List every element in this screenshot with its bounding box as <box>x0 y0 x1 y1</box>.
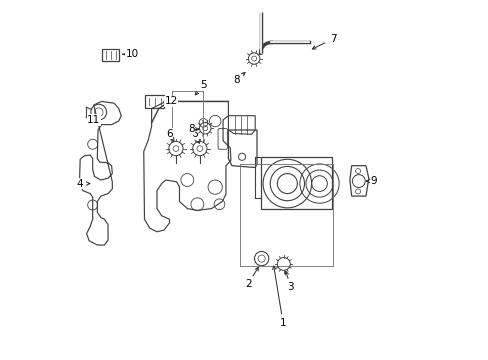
Text: 11: 11 <box>87 115 100 125</box>
Text: 9: 9 <box>370 176 376 186</box>
Text: 8: 8 <box>232 75 239 85</box>
Text: 10: 10 <box>125 49 138 59</box>
Text: 1: 1 <box>279 318 286 328</box>
Text: 7: 7 <box>329 34 336 44</box>
Text: 6: 6 <box>191 129 198 139</box>
Text: 3: 3 <box>287 282 294 292</box>
Text: 12: 12 <box>164 96 178 107</box>
Text: 2: 2 <box>244 279 251 289</box>
Text: 6: 6 <box>166 129 172 139</box>
Text: 8: 8 <box>188 124 195 134</box>
Text: 5: 5 <box>200 80 206 90</box>
Text: 4: 4 <box>76 179 82 189</box>
